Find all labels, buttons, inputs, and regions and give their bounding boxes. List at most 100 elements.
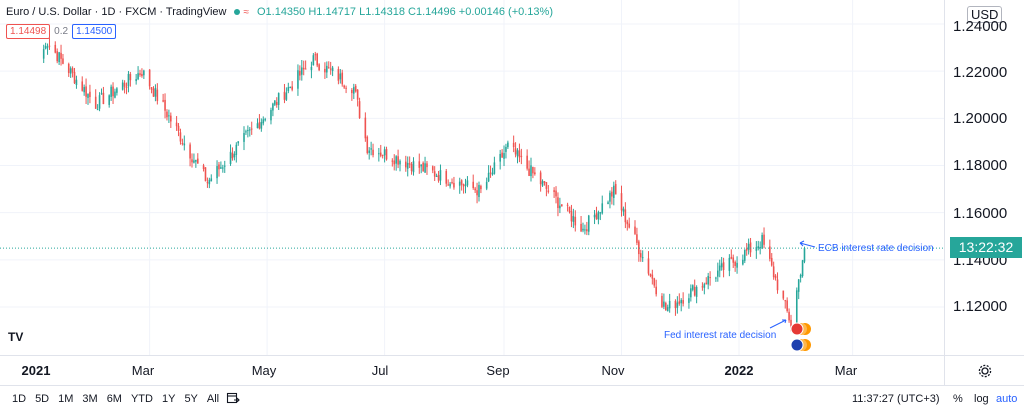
ask-price-button[interactable]: 1.14500 bbox=[72, 24, 117, 39]
candle-body bbox=[233, 154, 236, 158]
range-button[interactable]: 1D bbox=[12, 393, 27, 405]
log-toggle[interactable]: log bbox=[974, 393, 989, 405]
candle-body bbox=[243, 133, 245, 142]
candle-body bbox=[314, 54, 317, 56]
candle-body bbox=[397, 156, 399, 165]
candle-body bbox=[300, 67, 303, 75]
candle-body bbox=[324, 68, 326, 73]
candle-body bbox=[624, 209, 627, 223]
candle-body bbox=[46, 46, 49, 48]
range-button[interactable]: 1Y bbox=[161, 393, 176, 405]
candle-body bbox=[736, 262, 738, 268]
candle-body bbox=[210, 178, 213, 182]
range-button[interactable]: All bbox=[206, 393, 220, 405]
candle-body bbox=[220, 167, 222, 169]
candle-body bbox=[83, 87, 85, 93]
candle-body bbox=[626, 221, 629, 225]
candle-body bbox=[647, 258, 650, 274]
candle-body bbox=[343, 85, 345, 88]
candle-body bbox=[568, 206, 571, 213]
candle-body bbox=[703, 284, 706, 288]
range-button[interactable]: 5D bbox=[35, 393, 50, 405]
candle-body bbox=[143, 70, 145, 76]
chart-pane[interactable]: Euro / U.S. Dollar · 1D · FXCM · Trading… bbox=[0, 0, 944, 355]
symbol-title[interactable]: Euro / U.S. Dollar · 1D · FXCM · Trading… bbox=[6, 6, 227, 18]
candle-body bbox=[449, 183, 451, 187]
ecb-arrow bbox=[799, 240, 816, 248]
candle-body bbox=[112, 86, 114, 97]
candle-body bbox=[302, 67, 305, 70]
candle-body bbox=[720, 263, 723, 268]
countdown-badge: 13:22:32 bbox=[950, 237, 1022, 258]
candle-body bbox=[707, 275, 709, 285]
candle-body bbox=[370, 148, 372, 150]
candle-body bbox=[297, 70, 299, 89]
percent-toggle[interactable]: % bbox=[953, 393, 963, 405]
candle-body bbox=[586, 229, 588, 232]
candle-body bbox=[383, 149, 386, 156]
candle-body bbox=[393, 160, 396, 165]
candle-body bbox=[60, 52, 62, 59]
candle-body bbox=[98, 95, 101, 109]
candle-body bbox=[755, 247, 758, 251]
candle-body bbox=[129, 74, 132, 81]
candle-body bbox=[593, 214, 596, 218]
bid-price-button[interactable]: 1.14498 bbox=[6, 24, 51, 39]
range-button[interactable]: 6M bbox=[106, 393, 122, 405]
candle-body bbox=[622, 208, 625, 212]
candle-body bbox=[516, 150, 519, 157]
candle-body bbox=[607, 202, 609, 205]
candle-body bbox=[611, 191, 613, 197]
candle-body bbox=[472, 181, 475, 189]
tradingview-logo[interactable]: TV bbox=[8, 330, 24, 344]
candle-body bbox=[426, 163, 428, 168]
candle-body bbox=[480, 185, 482, 190]
candle-body bbox=[774, 275, 777, 279]
candle-body bbox=[326, 65, 328, 73]
candle-body bbox=[597, 211, 600, 220]
range-button[interactable]: 3M bbox=[82, 393, 98, 405]
candle-body bbox=[770, 257, 773, 266]
price-label: 1.16000 bbox=[953, 205, 1008, 222]
candle-body bbox=[445, 171, 448, 184]
gear-icon[interactable] bbox=[944, 355, 1024, 386]
candle-body bbox=[543, 181, 546, 183]
auto-scale-toggle[interactable]: auto bbox=[996, 393, 1018, 405]
candle-body bbox=[412, 161, 415, 173]
candle-body bbox=[507, 142, 509, 148]
candle-body bbox=[237, 141, 240, 144]
candle-body bbox=[653, 278, 656, 286]
market-status-icon bbox=[234, 9, 241, 15]
price-axis[interactable]: USD 1.24000 1.22000 1.20000 1.18000 1.16… bbox=[944, 0, 1024, 355]
range-button[interactable]: YTD bbox=[130, 393, 153, 405]
time-label: Sep bbox=[486, 363, 510, 378]
candle-body bbox=[761, 235, 763, 249]
candle-body bbox=[797, 279, 800, 292]
candle-body bbox=[327, 67, 330, 69]
us-flag-icon bbox=[790, 322, 804, 336]
candle-body bbox=[96, 109, 99, 111]
candle-body bbox=[260, 122, 263, 129]
candle-body bbox=[541, 181, 544, 186]
candle-body bbox=[634, 226, 636, 234]
price-label: 1.12000 bbox=[953, 298, 1008, 315]
candle-body bbox=[437, 175, 440, 181]
range-button[interactable]: 5Y bbox=[184, 393, 198, 405]
candle-body bbox=[358, 101, 361, 118]
candle-body bbox=[474, 188, 476, 191]
range-button[interactable]: 1M bbox=[58, 393, 74, 405]
candle-body bbox=[337, 68, 340, 81]
goto-date-icon[interactable] bbox=[226, 391, 240, 405]
candle-body bbox=[223, 165, 226, 167]
time-axis[interactable]: 2021 Mar May Jul Sep Nov 2022 Mar bbox=[0, 355, 944, 386]
candle-body bbox=[476, 190, 478, 196]
candle-body bbox=[680, 299, 683, 304]
candle-body bbox=[447, 184, 449, 186]
candlestick-chart[interactable] bbox=[0, 0, 944, 355]
candle-body bbox=[310, 66, 313, 71]
clock-timezone[interactable]: 11:37:27 (UTC+3) bbox=[852, 393, 940, 405]
candle-body bbox=[208, 179, 211, 185]
candle-body bbox=[499, 153, 501, 162]
currency-button[interactable]: USD bbox=[967, 6, 1003, 23]
candle-body bbox=[73, 71, 76, 84]
